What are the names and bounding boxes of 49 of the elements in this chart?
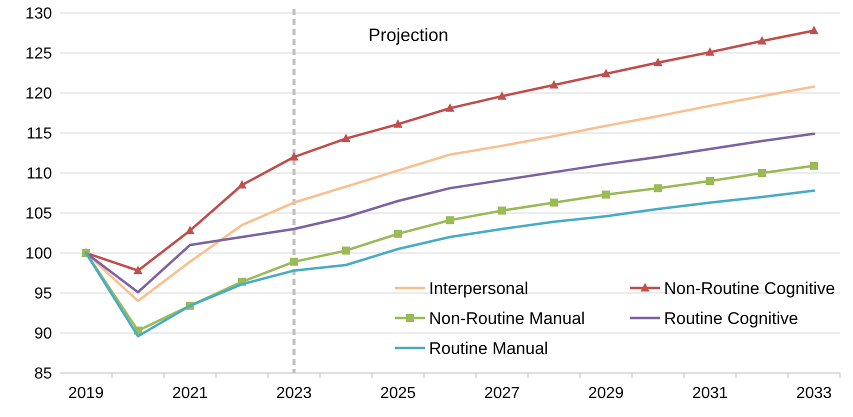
point — [602, 190, 610, 199]
legend-label: Routine Cognitive — [664, 308, 798, 328]
legend-label: Interpersonal — [429, 278, 528, 298]
point — [810, 162, 818, 170]
x-tick-label: 2023 — [276, 385, 312, 402]
x-tick-label: 2019 — [68, 385, 104, 402]
point — [238, 180, 246, 188]
y-tick-label: 95 — [34, 286, 52, 303]
legend-label: Routine Manual — [429, 338, 548, 358]
point — [342, 134, 350, 142]
x-tick-label: 2029 — [588, 385, 624, 402]
x-tick-label: 2031 — [692, 385, 728, 402]
point — [706, 177, 714, 185]
legend-label: Non-Routine Cognitive — [664, 278, 836, 298]
y-tick-label: 85 — [34, 366, 52, 383]
point — [550, 198, 558, 207]
y-tick-label: 130 — [25, 6, 52, 23]
point — [602, 68, 610, 78]
point — [810, 26, 818, 34]
annotation: Projection — [368, 25, 448, 45]
point — [446, 216, 454, 224]
y-tick-label: 100 — [25, 246, 52, 263]
point — [134, 266, 142, 274]
point — [446, 103, 454, 112]
y-tick-label: 90 — [34, 326, 52, 343]
point — [342, 246, 350, 255]
point — [706, 47, 714, 56]
x-tick-label: 2025 — [380, 385, 416, 402]
y-tick-label: 105 — [25, 206, 52, 223]
point — [186, 226, 194, 234]
x-tick-label: 2027 — [484, 385, 520, 402]
point — [394, 230, 402, 238]
point — [290, 258, 298, 266]
point — [758, 36, 766, 44]
x-tick-label: 2021 — [172, 385, 208, 402]
point — [498, 206, 506, 215]
point — [550, 80, 558, 88]
x-tick-label: 2033 — [796, 385, 832, 402]
point — [758, 169, 766, 177]
point — [654, 58, 662, 66]
point — [394, 119, 402, 128]
legend-label: Non-Routine Manual — [429, 308, 585, 328]
y-tick-label: 125 — [25, 46, 52, 63]
y-tick-label: 115 — [26, 126, 52, 143]
y-tick-label: 120 — [25, 86, 52, 103]
y-tick-label: 110 — [26, 166, 52, 183]
point — [654, 184, 662, 192]
point — [290, 152, 298, 160]
point — [498, 91, 506, 100]
